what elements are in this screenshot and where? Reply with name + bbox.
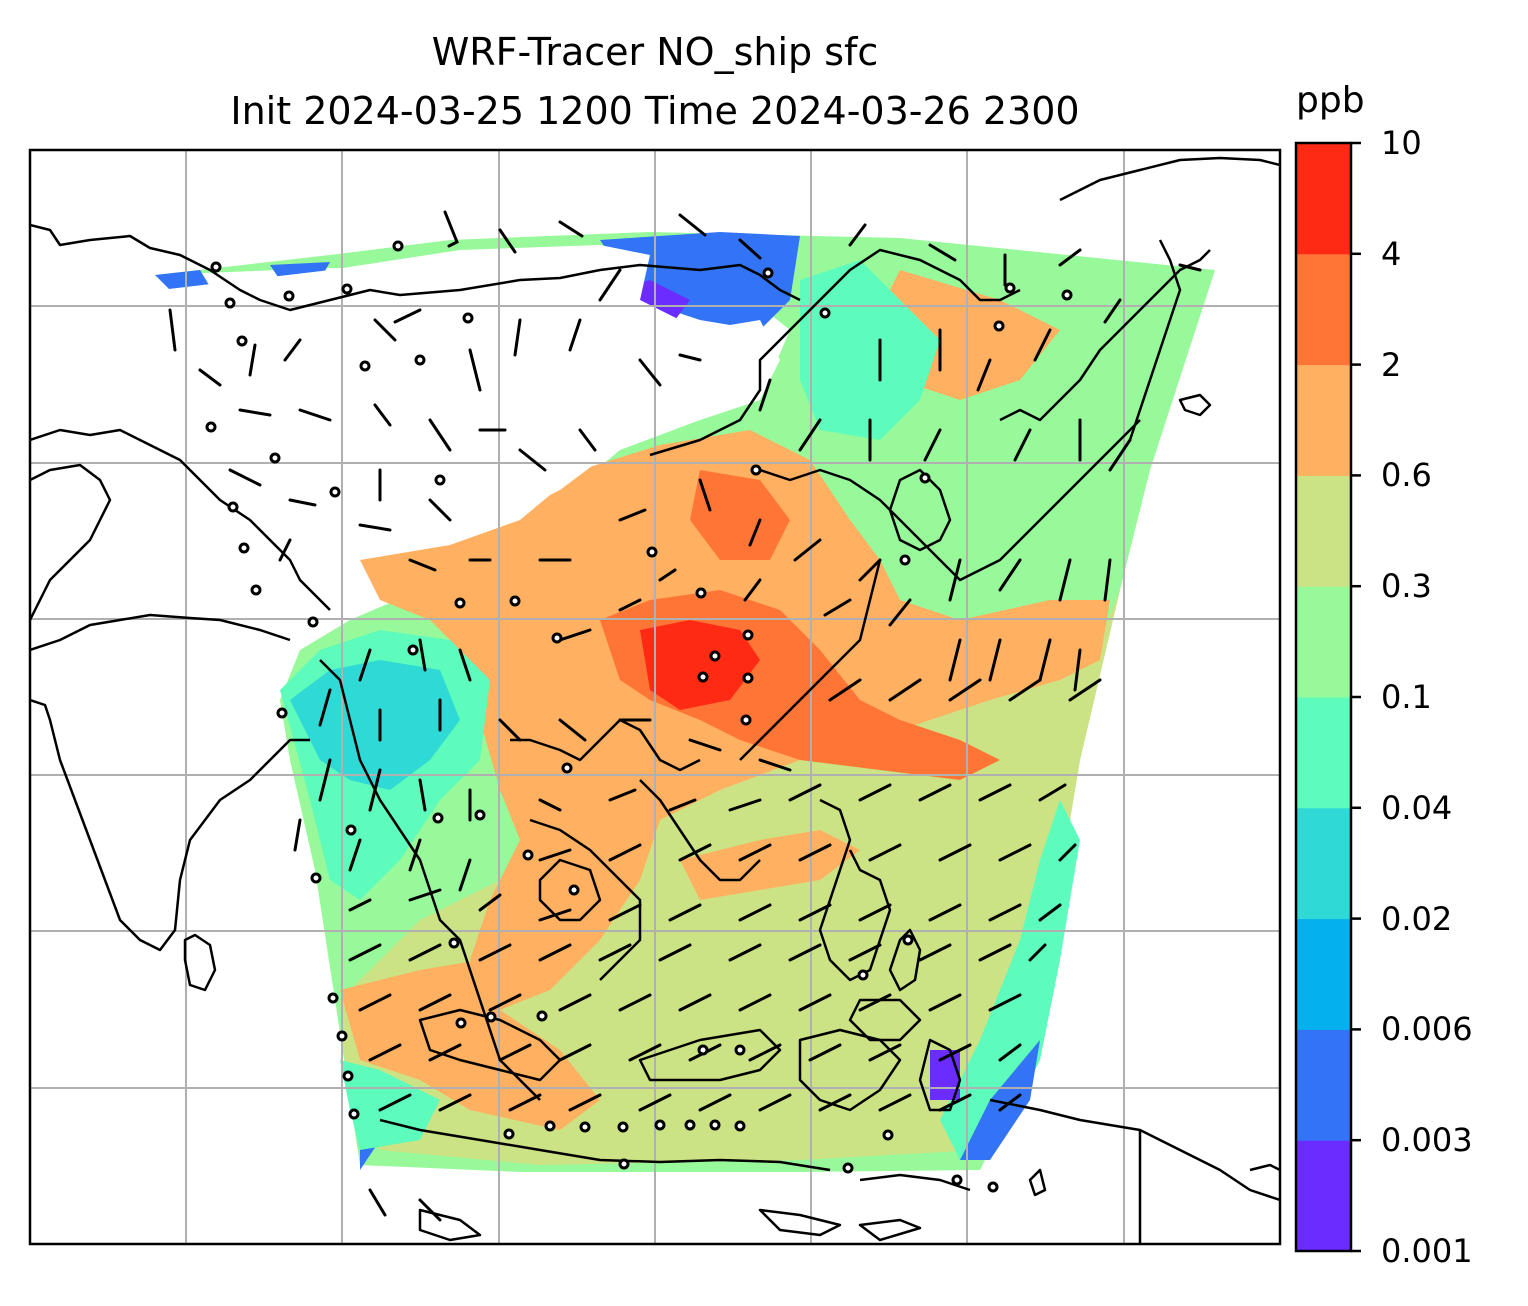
region-red-hotspot-b — [690, 470, 790, 560]
colorbar-band — [1296, 143, 1351, 255]
region-orange-d — [680, 830, 860, 900]
region-blue-east — [960, 1040, 1040, 1160]
colorbar-band — [1296, 697, 1351, 809]
colorbar-ticks — [1351, 141, 1361, 1253]
colorbar-band — [1296, 253, 1351, 366]
colorbar-tick-label: 0.006 — [1381, 1010, 1473, 1049]
colorbar-band — [1296, 364, 1351, 476]
colorbar — [1296, 143, 1351, 1252]
gridlines — [30, 150, 1280, 1244]
map-frame — [28, 148, 1282, 1246]
colorbar-band — [1296, 807, 1351, 920]
colorbar-unit-label: ppb — [1296, 80, 1365, 121]
plot-title-line-2: Init 2024-03-25 1200 Time 2024-03-26 230… — [230, 89, 1080, 133]
colorbar-tick-label: 4 — [1381, 234, 1402, 273]
colorbar-tick-label: 0.003 — [1381, 1121, 1473, 1160]
colorbar-tick-label: 2 — [1381, 345, 1402, 384]
colorbar-tick-label: 0.3 — [1381, 567, 1432, 606]
colorbar-tick-label: 0.04 — [1381, 788, 1453, 827]
wind-barbs — [168, 210, 1202, 1222]
concentration-field — [155, 232, 1215, 1172]
colorbar-tick-label: 0.001 — [1381, 1232, 1473, 1270]
coastlines — [30, 156, 1280, 1244]
colorbar-band — [1296, 918, 1351, 1030]
colorbar-band — [1296, 475, 1351, 587]
tibet-no-data — [160, 245, 780, 640]
plot-title-line-1: WRF-Tracer NO_ship sfc — [431, 30, 879, 74]
colorbar-tick-label: 0.1 — [1381, 678, 1432, 716]
colorbar-band — [1296, 586, 1351, 698]
region-cyan-west — [290, 660, 460, 790]
colorbar-tick-label: 0.6 — [1381, 456, 1432, 495]
calm-wind-markers — [205, 240, 1073, 1193]
map-area — [30, 150, 1280, 1244]
region-red-hotspot — [640, 620, 760, 710]
colorbar-tick-label: 10 — [1381, 124, 1422, 162]
region-teal-east — [940, 800, 1080, 1160]
colorbar-band — [1296, 1140, 1351, 1252]
colorbar-tick-label: 0.02 — [1381, 899, 1453, 938]
colorbar-band — [1296, 1029, 1351, 1141]
